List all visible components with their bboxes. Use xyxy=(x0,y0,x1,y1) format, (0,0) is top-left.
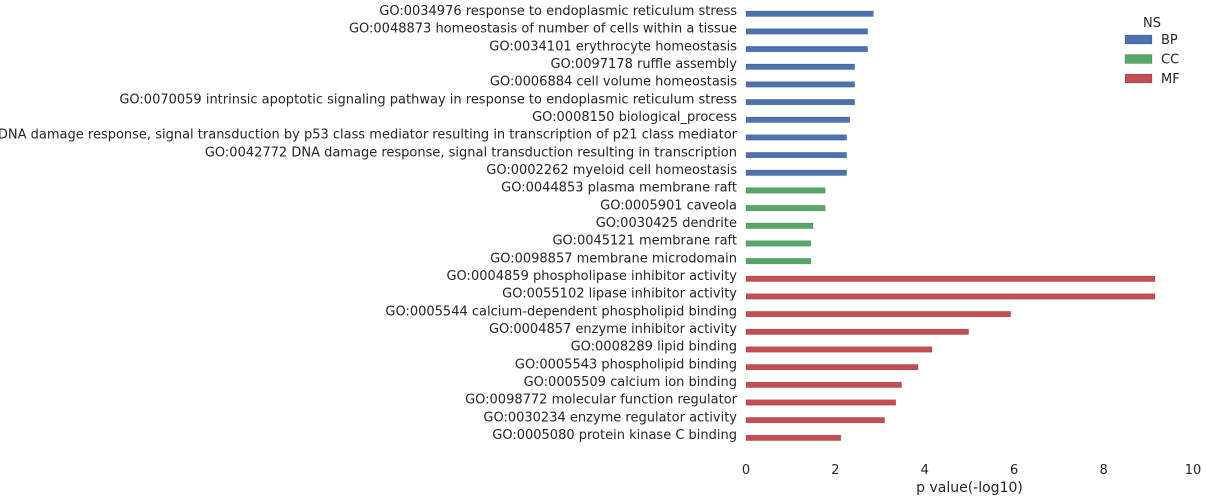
x-tick-label-8: 8 xyxy=(1099,463,1107,478)
legend-swatch-mf xyxy=(1124,73,1153,84)
category-label-11: GO:0044853 plasma membrane raft xyxy=(501,181,737,196)
x-tick-label-4: 4 xyxy=(921,463,929,478)
bar-3 xyxy=(745,46,868,53)
bar-22 xyxy=(745,381,902,388)
legend-label-cc: CC xyxy=(1161,53,1179,68)
bar-25 xyxy=(745,434,842,441)
category-label-20: GO:0008289 lipid binding xyxy=(571,340,737,355)
category-label-4: GO:0097178 ruffle assembly xyxy=(550,57,737,72)
category-label-21: GO:0005543 phospholipid binding xyxy=(515,357,737,372)
category-label-5: GO:0006884 cell volume homeostasis xyxy=(490,75,737,90)
category-labels: GO:0034976 response to endoplasmic retic… xyxy=(0,4,738,443)
bar-21 xyxy=(745,364,919,371)
category-label-3: GO:0034101 erythrocyte homeostasis xyxy=(489,39,737,54)
x-tick-label-10: 10 xyxy=(1185,463,1202,478)
category-label-10: GO:0002262 myeloid cell homeostasis xyxy=(486,163,737,178)
bars xyxy=(745,10,1156,441)
x-tick-label-2: 2 xyxy=(831,463,839,478)
category-label-12: GO:0005901 caveola xyxy=(600,198,737,213)
x-axis-label: p value(-log10) xyxy=(916,480,1023,496)
bar-16 xyxy=(745,275,1156,282)
category-label-7: GO:0008150 biological_process xyxy=(532,110,737,125)
category-label-22: GO:0005509 calcium ion binding xyxy=(524,375,737,390)
legend: NS BP CC MF xyxy=(1124,16,1180,87)
bar-20 xyxy=(745,346,933,353)
bar-18 xyxy=(745,311,1011,318)
bar-7 xyxy=(745,116,851,123)
legend-swatch-bp xyxy=(1124,34,1153,45)
bar-24 xyxy=(745,417,885,424)
bar-17 xyxy=(745,293,1156,300)
bar-23 xyxy=(745,399,897,406)
bar-5 xyxy=(745,81,855,88)
bar-4 xyxy=(745,63,855,70)
x-tick-label-6: 6 xyxy=(1010,463,1018,478)
category-label-15: GO:0098857 membrane microdomain xyxy=(490,251,737,266)
bar-6 xyxy=(745,99,855,106)
category-label-17: GO:0055102 lipase inhibitor activity xyxy=(502,287,737,302)
category-label-2: GO:0048873 homeostasis of number of cell… xyxy=(349,22,737,37)
category-label-6: GO:0070059 intrinsic apoptotic signaling… xyxy=(119,92,737,107)
category-label-19: GO:0004857 enzyme inhibitor activity xyxy=(489,322,737,337)
bar-8 xyxy=(745,134,847,141)
bar-14 xyxy=(745,240,812,247)
category-label-9: GO:0042772 DNA damage response, signal t… xyxy=(205,145,737,160)
category-label-1: GO:0034976 response to endoplasmic retic… xyxy=(379,4,737,19)
legend-title: NS xyxy=(1143,16,1161,31)
legend-label-bp: BP xyxy=(1161,33,1178,48)
category-label-25: GO:0005080 protein kinase C binding xyxy=(492,428,737,443)
category-label-23: GO:0098772 molecular function regulator xyxy=(465,393,738,408)
category-label-8: GO:0006978 DNA damage response, signal t… xyxy=(0,128,738,143)
bar-19 xyxy=(745,328,969,335)
category-label-13: GO:0030425 dendrite xyxy=(596,216,737,231)
x-tick-label-0: 0 xyxy=(742,463,750,478)
bar-9 xyxy=(745,152,847,159)
category-label-24: GO:0030234 enzyme regulator activity xyxy=(483,410,737,425)
legend-swatch-cc xyxy=(1124,54,1153,64)
bar-11 xyxy=(745,187,826,194)
bar-13 xyxy=(745,222,814,229)
category-label-16: GO:0004859 phospholipase inhibitor activ… xyxy=(446,269,737,284)
bar-15 xyxy=(745,258,812,265)
bar-10 xyxy=(745,169,847,176)
bar-12 xyxy=(745,205,826,212)
bar-1 xyxy=(745,10,874,17)
bar-2 xyxy=(745,28,868,35)
x-axis-ticks: 0 2 4 6 8 10 xyxy=(742,463,1201,478)
category-label-14: GO:0045121 membrane raft xyxy=(552,234,737,249)
legend-label-mf: MF xyxy=(1161,72,1180,87)
category-label-18: GO:0005544 calcium-dependent phospholipi… xyxy=(385,304,737,319)
